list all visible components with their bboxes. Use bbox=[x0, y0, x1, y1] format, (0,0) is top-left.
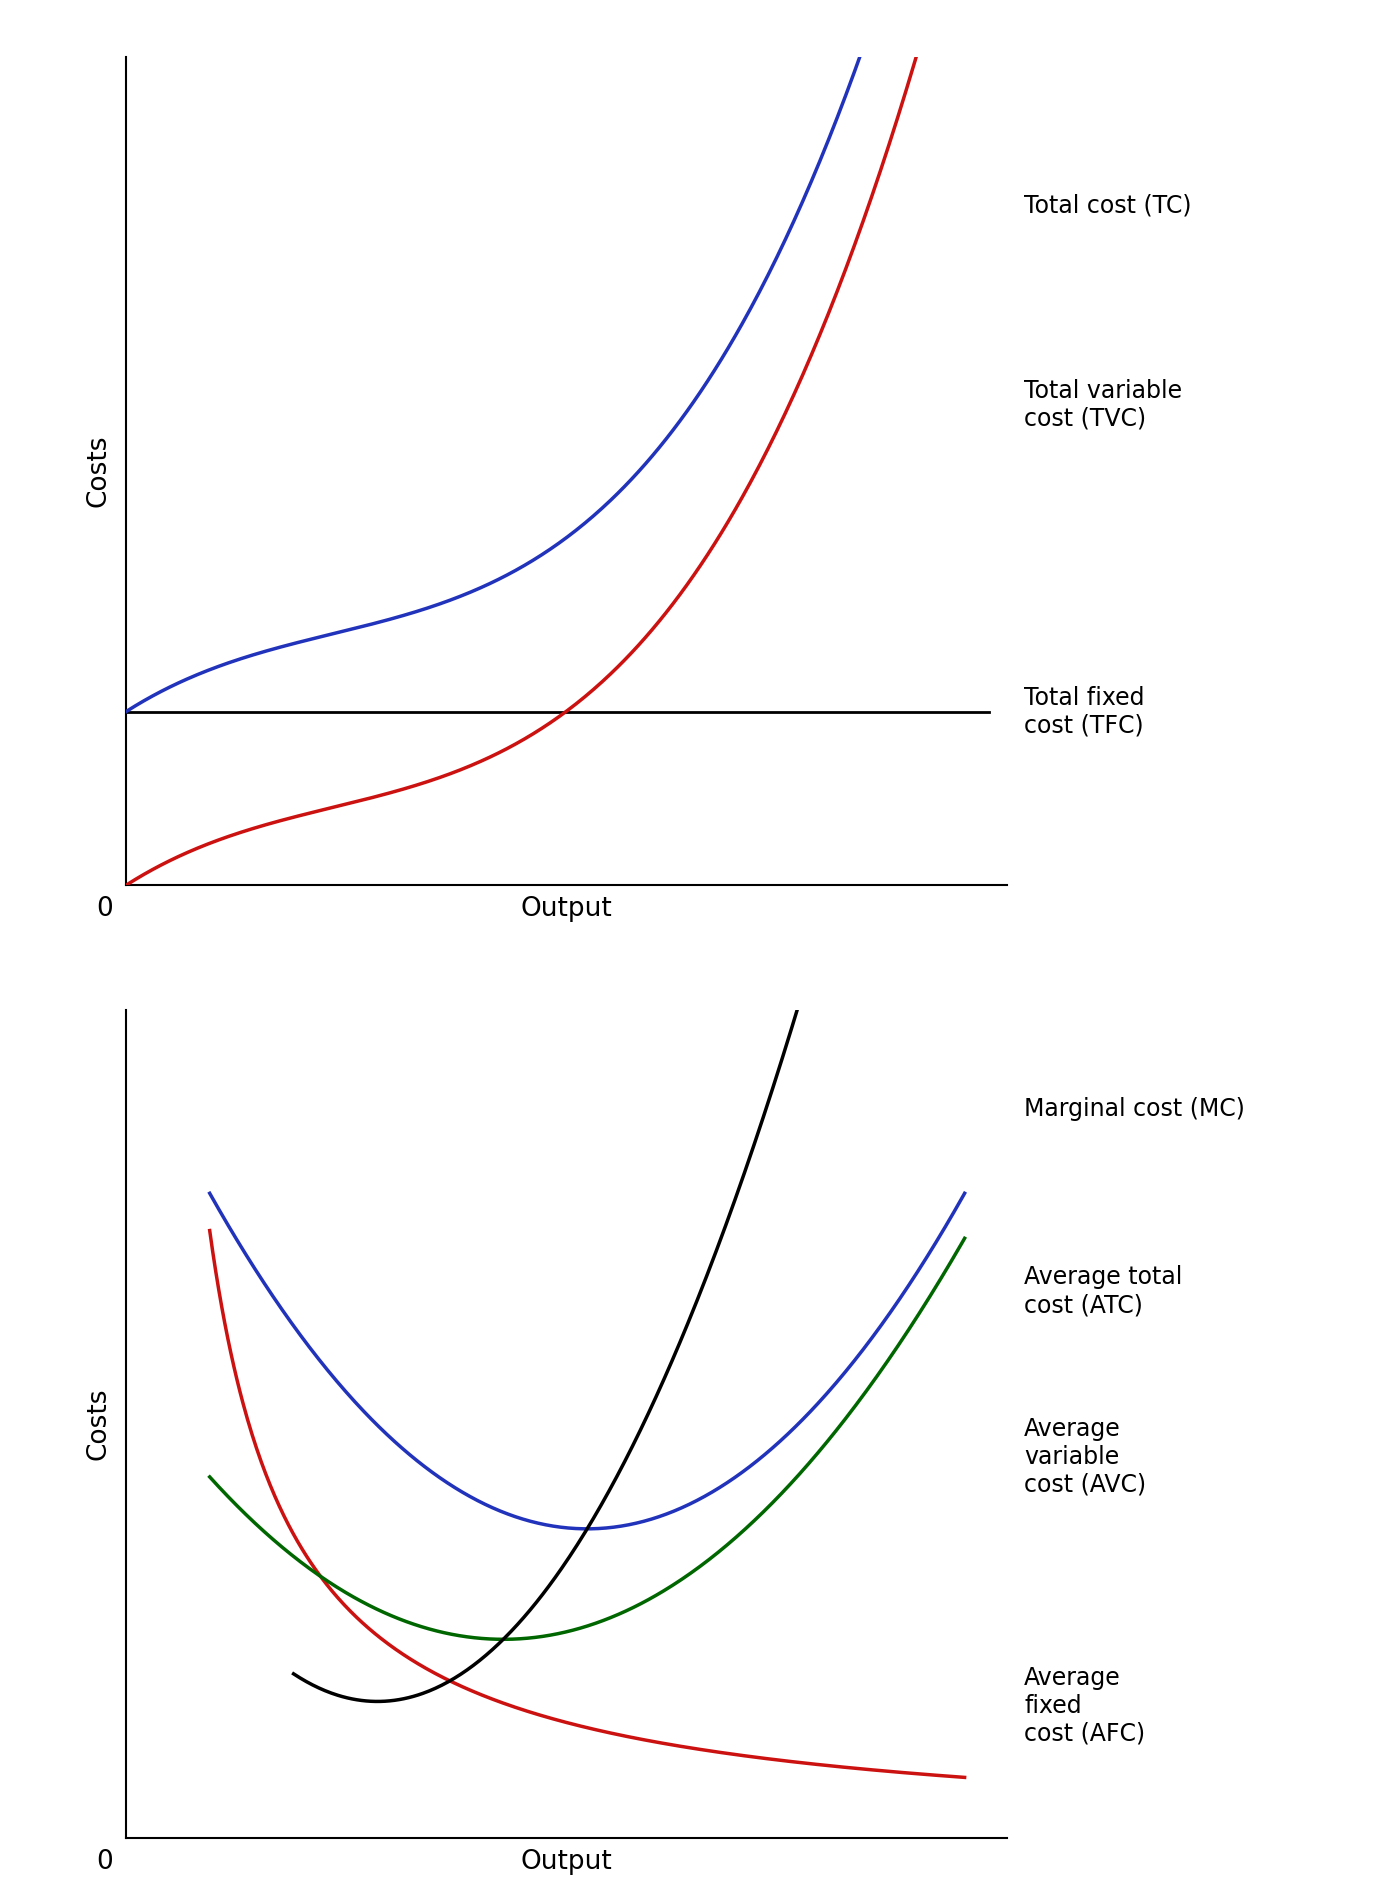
Text: Marginal cost (MC): Marginal cost (MC) bbox=[1025, 1097, 1246, 1122]
Y-axis label: Costs: Costs bbox=[85, 434, 112, 508]
Text: Average
variable
cost (AVC): Average variable cost (AVC) bbox=[1025, 1417, 1146, 1497]
Text: Average
fixed
cost (AFC): Average fixed cost (AFC) bbox=[1025, 1666, 1145, 1745]
X-axis label: Output: Output bbox=[520, 1850, 612, 1876]
Text: 0: 0 bbox=[96, 896, 113, 923]
Text: Total variable
cost (TVC): Total variable cost (TVC) bbox=[1025, 379, 1183, 430]
X-axis label: Output: Output bbox=[520, 896, 612, 923]
Text: 0: 0 bbox=[96, 1850, 113, 1876]
Text: Total cost (TC): Total cost (TC) bbox=[1025, 193, 1191, 218]
Y-axis label: Costs: Costs bbox=[85, 1387, 112, 1461]
Text: Average total
cost (ATC): Average total cost (ATC) bbox=[1025, 1266, 1183, 1317]
Text: Total fixed
cost (TFC): Total fixed cost (TFC) bbox=[1025, 686, 1145, 737]
